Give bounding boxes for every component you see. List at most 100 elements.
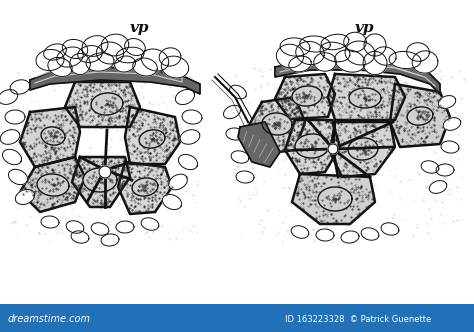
Polygon shape	[139, 130, 165, 148]
Polygon shape	[364, 34, 386, 56]
Polygon shape	[159, 48, 181, 66]
Polygon shape	[441, 141, 459, 153]
Polygon shape	[296, 42, 324, 65]
Polygon shape	[66, 221, 84, 233]
Polygon shape	[262, 113, 292, 135]
Polygon shape	[238, 122, 280, 167]
Bar	[0, 304, 474, 332]
Polygon shape	[161, 56, 189, 78]
Polygon shape	[412, 51, 438, 73]
Polygon shape	[175, 89, 194, 105]
Polygon shape	[132, 178, 158, 196]
Polygon shape	[363, 51, 387, 75]
Polygon shape	[125, 107, 180, 164]
Polygon shape	[292, 174, 375, 224]
Polygon shape	[0, 90, 18, 104]
Polygon shape	[2, 149, 21, 165]
Polygon shape	[178, 154, 198, 170]
Polygon shape	[72, 157, 130, 207]
Polygon shape	[169, 174, 187, 190]
Polygon shape	[390, 84, 450, 147]
Polygon shape	[83, 168, 117, 192]
Polygon shape	[96, 42, 124, 64]
Polygon shape	[361, 228, 379, 240]
Polygon shape	[182, 110, 202, 124]
Polygon shape	[341, 231, 359, 243]
Polygon shape	[389, 51, 421, 68]
Polygon shape	[348, 138, 378, 160]
Polygon shape	[314, 53, 336, 71]
Polygon shape	[41, 216, 59, 228]
Polygon shape	[295, 134, 329, 158]
Polygon shape	[15, 190, 35, 205]
Polygon shape	[41, 127, 65, 145]
Polygon shape	[141, 49, 169, 71]
Text: ID 163223328  © Patrick Guenette: ID 163223328 © Patrick Guenette	[285, 315, 431, 324]
Polygon shape	[407, 107, 433, 125]
Polygon shape	[118, 162, 172, 214]
Polygon shape	[20, 157, 85, 212]
Polygon shape	[374, 47, 396, 65]
Polygon shape	[344, 32, 366, 52]
Polygon shape	[226, 128, 244, 140]
Polygon shape	[320, 42, 350, 62]
Polygon shape	[436, 164, 454, 176]
Polygon shape	[70, 53, 90, 75]
Polygon shape	[276, 44, 304, 68]
Text: dreamstime.com: dreamstime.com	[8, 314, 91, 324]
Polygon shape	[231, 151, 249, 163]
Polygon shape	[0, 130, 20, 144]
Polygon shape	[429, 181, 447, 193]
Polygon shape	[116, 47, 144, 63]
Polygon shape	[321, 34, 349, 50]
Polygon shape	[335, 50, 365, 72]
Polygon shape	[78, 45, 102, 62]
Polygon shape	[44, 44, 66, 60]
Text: vp: vp	[130, 21, 149, 35]
Polygon shape	[99, 166, 111, 178]
Polygon shape	[236, 171, 254, 183]
Polygon shape	[289, 56, 311, 72]
Polygon shape	[330, 122, 395, 177]
Polygon shape	[10, 80, 30, 94]
Polygon shape	[443, 118, 461, 130]
Polygon shape	[65, 82, 140, 127]
Polygon shape	[407, 43, 429, 61]
Polygon shape	[30, 67, 200, 94]
Polygon shape	[316, 229, 334, 241]
Polygon shape	[36, 49, 64, 70]
Polygon shape	[248, 97, 305, 154]
Polygon shape	[62, 40, 88, 58]
Polygon shape	[292, 86, 322, 106]
Polygon shape	[180, 130, 200, 144]
Polygon shape	[275, 74, 335, 119]
Text: vp: vp	[355, 21, 374, 35]
Polygon shape	[345, 41, 375, 65]
Polygon shape	[285, 120, 340, 174]
Polygon shape	[141, 218, 159, 230]
Polygon shape	[300, 36, 330, 52]
Polygon shape	[37, 174, 69, 196]
Polygon shape	[421, 161, 439, 173]
Polygon shape	[328, 144, 338, 154]
Polygon shape	[438, 96, 456, 109]
Polygon shape	[133, 58, 157, 76]
Polygon shape	[275, 60, 440, 94]
Polygon shape	[71, 231, 89, 243]
Polygon shape	[115, 56, 136, 72]
Polygon shape	[57, 47, 83, 67]
Polygon shape	[163, 195, 182, 209]
Polygon shape	[5, 110, 25, 124]
Polygon shape	[291, 226, 309, 238]
Polygon shape	[125, 39, 146, 55]
Polygon shape	[328, 74, 405, 120]
Polygon shape	[229, 85, 246, 99]
Polygon shape	[20, 107, 80, 167]
Polygon shape	[349, 88, 381, 108]
Polygon shape	[381, 223, 399, 235]
Polygon shape	[280, 38, 310, 56]
Polygon shape	[101, 34, 129, 56]
Polygon shape	[82, 36, 108, 56]
Polygon shape	[91, 223, 109, 235]
Polygon shape	[116, 221, 134, 233]
